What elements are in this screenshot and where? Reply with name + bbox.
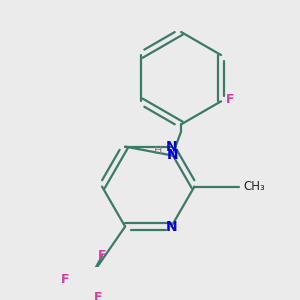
Text: N: N [166,140,177,154]
Text: F: F [94,291,103,300]
Text: F: F [226,93,234,106]
Text: CH₃: CH₃ [243,180,265,193]
Text: N: N [166,220,177,234]
Text: F: F [98,249,106,262]
Text: H: H [154,146,162,156]
Text: F: F [61,273,69,286]
Text: N: N [167,148,178,163]
